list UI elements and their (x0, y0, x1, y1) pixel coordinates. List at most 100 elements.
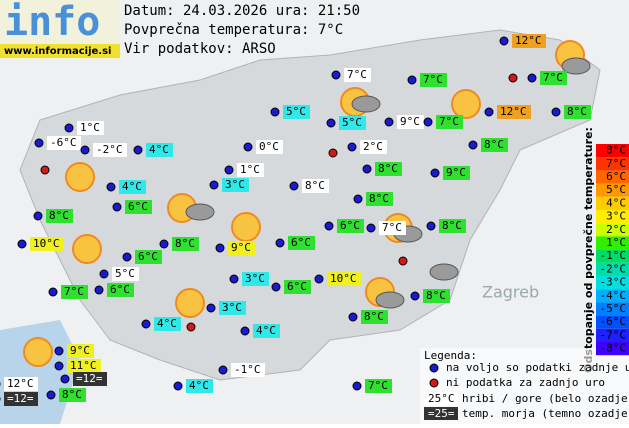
station-label: 9°C (446, 166, 466, 179)
station-label-bg (283, 105, 310, 119)
station-dot (384, 117, 394, 127)
station-label: -1°C (234, 363, 261, 376)
station-label-bg (256, 140, 283, 154)
sun-icon (65, 162, 95, 192)
station-label-bg (423, 289, 450, 303)
station-label: 8°C (369, 192, 389, 205)
station-label: 4°C (157, 317, 177, 330)
station-label: 8°C (364, 310, 384, 323)
station-label-bg (46, 209, 73, 223)
station-label-bg (231, 363, 265, 377)
legend-mountain-sample: 25°C (428, 392, 455, 405)
station-label-bg (73, 372, 107, 386)
station-label-bg (512, 34, 546, 48)
station-label-bg (366, 192, 393, 206)
station-label: =12= (7, 392, 34, 405)
station-label: 8°C (426, 289, 446, 302)
scale-swatch (596, 276, 629, 290)
scale-label: 4°C (606, 196, 626, 209)
station-label-bg (375, 162, 402, 176)
station-dot (353, 194, 363, 204)
station-label-bg (59, 388, 86, 402)
scale-swatch (596, 196, 629, 210)
legend-title: Legenda: (424, 349, 477, 362)
scale-swatch (596, 315, 629, 329)
station-label: 12°C (7, 377, 34, 390)
station-label-bg (361, 310, 388, 324)
station-label-bg (67, 359, 101, 373)
legend-sea-sample: =25= (428, 407, 455, 420)
station-dot (426, 221, 436, 231)
station-dot (122, 252, 132, 262)
station-label-bg (365, 379, 392, 393)
station-label: -6°C (50, 136, 77, 149)
cloud-icon (561, 57, 591, 75)
station-label: 11°C (70, 359, 97, 372)
legend-dot-red (429, 378, 439, 388)
station-dot (209, 180, 219, 190)
scale-label: -2°C (600, 262, 627, 275)
station-label-bg (172, 237, 199, 251)
legend-available: na voljo so podatki zadnje ure (446, 361, 629, 374)
station-label-bg (253, 324, 280, 338)
station-label-bg (540, 71, 567, 85)
station-label-bg (125, 200, 152, 214)
station-label: 7°C (543, 71, 563, 84)
station-label: 5°C (342, 116, 362, 129)
station-label: 10°C (330, 272, 357, 285)
station-dot (410, 291, 420, 301)
station-label: 4°C (189, 379, 209, 392)
station-label: 7°C (64, 285, 84, 298)
station-label: 7°C (347, 68, 367, 81)
station-label-bg (4, 392, 38, 406)
station-dot (271, 282, 281, 292)
station-dot (347, 142, 357, 152)
station-dot (362, 164, 372, 174)
station-dot (54, 346, 64, 356)
station-label-bg (344, 68, 371, 82)
station-label-bg (443, 166, 470, 180)
cloud-icon (429, 263, 459, 281)
station-dot (46, 390, 56, 400)
station-label: 8°C (378, 162, 398, 175)
scale-label: 7°C (606, 157, 626, 170)
station-label-bg (93, 143, 127, 157)
station-label: 8°C (484, 138, 504, 151)
station-label-bg (339, 116, 366, 130)
station-label: 12°C (500, 105, 527, 118)
station-dot (407, 75, 417, 85)
station-label-bg (30, 237, 64, 251)
scale-swatch (596, 328, 629, 342)
station-label-bg (228, 241, 255, 255)
scale-label: -1°C (600, 249, 627, 262)
station-dot (94, 285, 104, 295)
station-label: 8°C (49, 209, 69, 222)
scale-swatch (596, 302, 629, 316)
scale-title: Odstopanje od povprečne temperature: (582, 127, 595, 373)
legend-missing: ni podatka za zadnjo uro (446, 376, 605, 389)
station-label: 7°C (382, 221, 402, 234)
station-label-bg (284, 280, 311, 294)
sun-icon (451, 89, 481, 119)
station-label-bg (47, 136, 81, 150)
station-label: 3°C (225, 178, 245, 191)
station-dot (133, 145, 143, 155)
station-label-bg (327, 272, 361, 286)
station-label-bg (186, 379, 213, 393)
source: Vir podatkov: ARSO (124, 41, 276, 57)
station-label: 9°C (231, 241, 251, 254)
legend-dot-blue (429, 363, 439, 373)
station-label-bg (146, 143, 173, 157)
legend-sea-bg (424, 407, 458, 420)
station-label: 8°C (305, 179, 325, 192)
legend-mountain-text: hribi / gore (belo ozadje) (462, 392, 629, 405)
missing-dot (186, 322, 196, 332)
station-dot (218, 365, 228, 375)
scale-label: 3°C (606, 210, 626, 223)
scale-label: 2°C (606, 223, 626, 236)
station-dot (352, 381, 362, 391)
logo: info (4, 0, 100, 45)
station-label-bg (237, 163, 264, 177)
scale-swatch (596, 289, 629, 303)
station-label: 3°C (222, 301, 242, 314)
